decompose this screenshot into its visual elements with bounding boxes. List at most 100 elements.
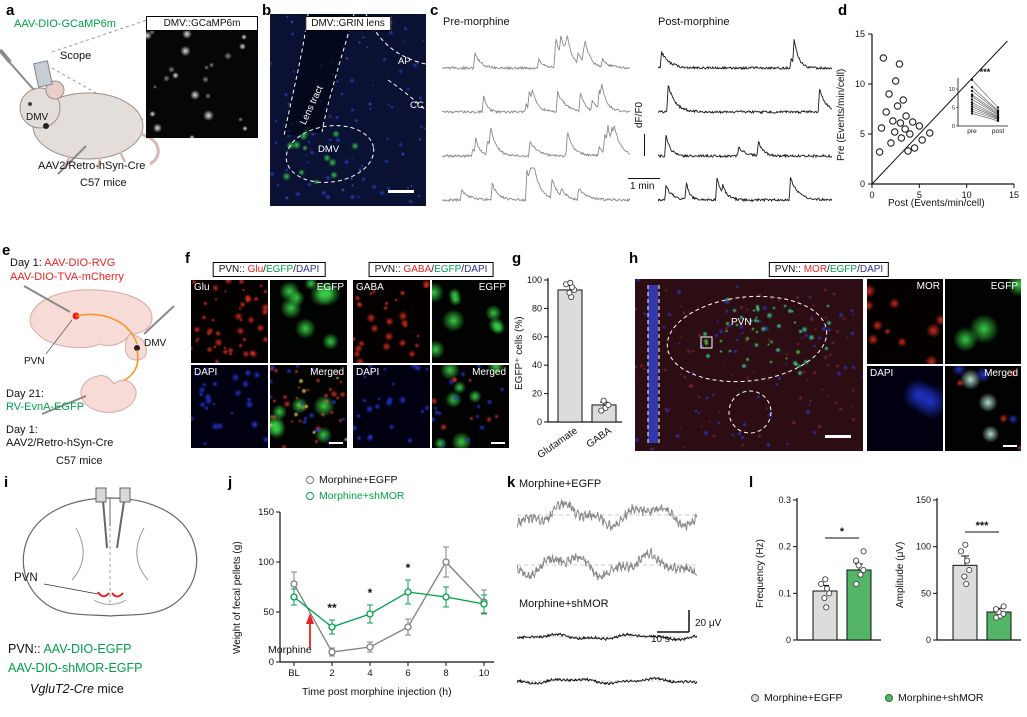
f-right-title-gaba: GABA	[403, 264, 432, 275]
panel-i-label: i	[4, 474, 9, 491]
legend-marker-egfp	[306, 476, 314, 484]
pvn-overview-image: PVN	[635, 279, 863, 451]
svg-text:0: 0	[926, 635, 931, 645]
panel-h-label: h	[629, 250, 639, 267]
panel-g-label: g	[512, 250, 522, 267]
gcamp-microscopy-image	[146, 31, 258, 138]
time-scale-label: 1 min	[630, 181, 655, 192]
pre-post-scatter-plot: 0 5 10 15 0 5 10 15 0 5 10 *** pre post	[855, 29, 1019, 200]
post-trace-2	[658, 84, 832, 115]
ap-label: AP	[398, 56, 411, 67]
scale-bar	[329, 442, 343, 444]
h-title-dapi: DAPI	[859, 264, 884, 275]
panel-e-label: e	[2, 242, 11, 259]
legend-shmor: Morphine+shMOR	[306, 490, 405, 502]
dmv-label: DMV	[26, 112, 49, 123]
egfp-channel-image: EGFP	[432, 280, 509, 363]
strain-label: C57 mice	[80, 177, 127, 189]
f-right-title-dapi: DAPI	[464, 264, 488, 275]
panel-j-label: j	[228, 474, 233, 491]
panel-k: k Morphine+EGFP Morphine+shMOR 10 s 20 μ…	[505, 470, 745, 717]
svg-text:0: 0	[537, 417, 542, 427]
panel-k-label: k	[507, 474, 516, 491]
stomach-outline	[80, 375, 137, 413]
legend-marker-egfp	[751, 694, 759, 702]
panel-b-label: b	[262, 2, 272, 19]
svg-text:0: 0	[269, 657, 274, 668]
virus-label-rvg: AAV-DIO-RVG	[44, 257, 116, 269]
panel-h: h PVN:: MOR/EGFP/DAPI PVN MOR EGFP	[627, 248, 1027, 463]
svg-text:2: 2	[329, 668, 334, 679]
day1b-label: Day 1:	[6, 424, 38, 436]
merged-channel-image: Merged	[270, 365, 347, 448]
svg-text:15: 15	[855, 29, 865, 39]
pvn-mark-right	[111, 592, 124, 598]
merged-channel-image: Merged	[945, 366, 1021, 451]
pvn-prefix: PVN::	[8, 642, 41, 656]
grin-lens-histology-image: DMV::GRIN lens AP CC DMV Lens tract	[270, 14, 426, 206]
svg-text:0.3: 0.3	[778, 495, 791, 505]
virus-label-tva: AAV-DIO-TVA-mCherry	[10, 271, 124, 283]
mouse-schematic	[0, 19, 160, 175]
panel-b: b DMV::GRIN lens AP CC DMV Lens tract	[262, 0, 430, 215]
pvn-label: PVN	[14, 572, 38, 584]
egfp-trace-title: Morphine+EGFP	[519, 478, 602, 490]
svg-text:***: ***	[976, 520, 990, 532]
mor-channel-image: MOR	[867, 279, 943, 364]
coronal-brain-schematic	[22, 487, 198, 617]
dapi-channel-image: DAPI	[191, 365, 268, 448]
svg-text:***: ***	[980, 67, 991, 77]
panel-l: l 0 0.1 0.2 0.3 * 0 50 100 150 *** Frequency (Hz…	[745, 470, 1027, 717]
shmor-trace-title: Morphine+shMOR	[519, 598, 609, 610]
dapi-channel-image: DAPI	[867, 366, 943, 451]
panel-f: f PVN:: Glu/EGFP/DAPI Glu EGFP DAPI Merg…	[185, 248, 512, 463]
svg-text:0: 0	[786, 635, 791, 645]
amp-y-axis-label: Amplitude (μV)	[895, 541, 906, 608]
pvn-outlines	[647, 285, 828, 443]
time-scale-label: 10 s	[651, 634, 670, 645]
dmv-site-dot	[43, 123, 49, 129]
virus-label-retro: AAV2/Retro-hSyn-Cre	[6, 437, 114, 449]
post-morphine-title: Post-morphine	[658, 16, 730, 28]
svg-text:40: 40	[532, 360, 542, 370]
scale-bar	[825, 435, 851, 438]
dapi-channel-image: DAPI	[353, 365, 430, 448]
virus-label-gcamp: AAV-DIO-GCaMP6m	[14, 18, 116, 30]
svg-text:20: 20	[532, 389, 542, 399]
panel-c: c Pre-morphine Post-morphine dF/F0 1 min	[430, 0, 832, 215]
legend-shmor: Morphine+shMOR	[885, 692, 984, 704]
svg-text:100: 100	[258, 557, 274, 568]
virus-label-egfp: AAV-DIO-EGFP	[43, 642, 132, 656]
pre-morphine-title: Pre-morphine	[443, 16, 510, 28]
h-title-mor: MOR	[803, 264, 828, 275]
mouse-eye	[28, 102, 32, 106]
svg-text:**: **	[327, 601, 337, 615]
scale-bar	[1003, 445, 1017, 447]
f-left-title-glu: Glu	[247, 264, 264, 275]
pvn-region-label: PVN	[731, 317, 752, 328]
pre-trace-2	[442, 83, 630, 115]
svg-text:pre: pre	[967, 128, 977, 135]
svg-text:5: 5	[917, 190, 922, 200]
f-left-title-egfp: EGFP	[265, 264, 294, 275]
scale-bar	[491, 442, 505, 444]
svg-text:150: 150	[916, 495, 931, 505]
f-left-title-prefix: PVN::	[218, 264, 245, 275]
brain-outline	[22, 497, 198, 617]
gaba-channel-image: GABA	[353, 280, 430, 363]
legend-marker-shmor	[306, 492, 314, 500]
day21-label: Day 21:	[6, 388, 44, 400]
g-y-axis-label: EGFP⁺ cells (%)	[514, 316, 525, 390]
j-x-axis-label: Time post morphine injection (h)	[302, 686, 452, 698]
pvn-dmv-projection	[75, 313, 138, 345]
glu-channel-image: Glu	[191, 280, 268, 363]
syringe-stomach	[41, 395, 87, 415]
freq-y-axis-label: Frequency (Hz)	[755, 539, 766, 608]
mouse-tail	[139, 132, 160, 166]
shmor-emg-trace-1	[517, 632, 697, 642]
svg-text:50: 50	[921, 588, 931, 598]
svg-text:0: 0	[869, 190, 874, 200]
shmor-emg-trace-2	[517, 676, 697, 686]
svg-text:5: 5	[952, 106, 955, 112]
